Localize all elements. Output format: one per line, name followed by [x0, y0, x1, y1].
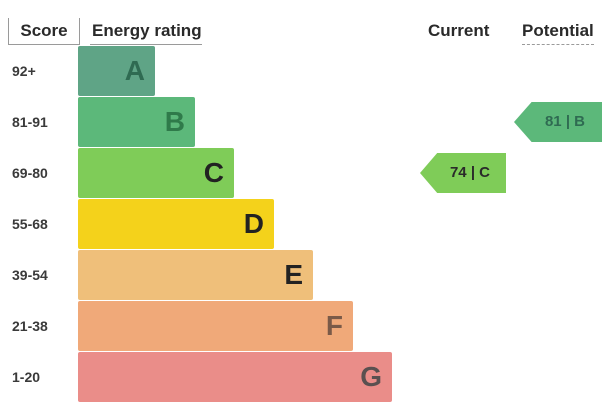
- band-bar-e: E: [78, 250, 313, 300]
- band-bar-a: A: [78, 46, 155, 96]
- band-bar-d: D: [78, 199, 274, 249]
- score-header: Score: [8, 18, 80, 45]
- band-score-g: 1-20: [12, 369, 41, 385]
- band-score-f: 21-38: [12, 318, 48, 334]
- band-score-c: 69-80: [12, 165, 48, 181]
- energy-rating-header: Energy rating: [90, 18, 202, 45]
- band-bar-g: G: [78, 352, 392, 402]
- potential-header: Potential: [522, 18, 594, 45]
- current-header: Current: [428, 21, 490, 40]
- potential-rating-arrow: 81 | B: [514, 102, 602, 142]
- band-score-d: 55-68: [12, 216, 48, 232]
- energy-rating-chart: Score Energy rating Current Potential 92…: [8, 18, 602, 402]
- band-bar-c: C: [78, 148, 234, 198]
- band-score-e: 39-54: [12, 267, 48, 283]
- band-score-a: 92+: [12, 63, 36, 79]
- band-bar-b: B: [78, 97, 195, 147]
- band-bar-f: F: [78, 301, 353, 351]
- current-rating-arrow: 74 | C: [420, 153, 506, 193]
- band-score-b: 81-91: [12, 114, 48, 130]
